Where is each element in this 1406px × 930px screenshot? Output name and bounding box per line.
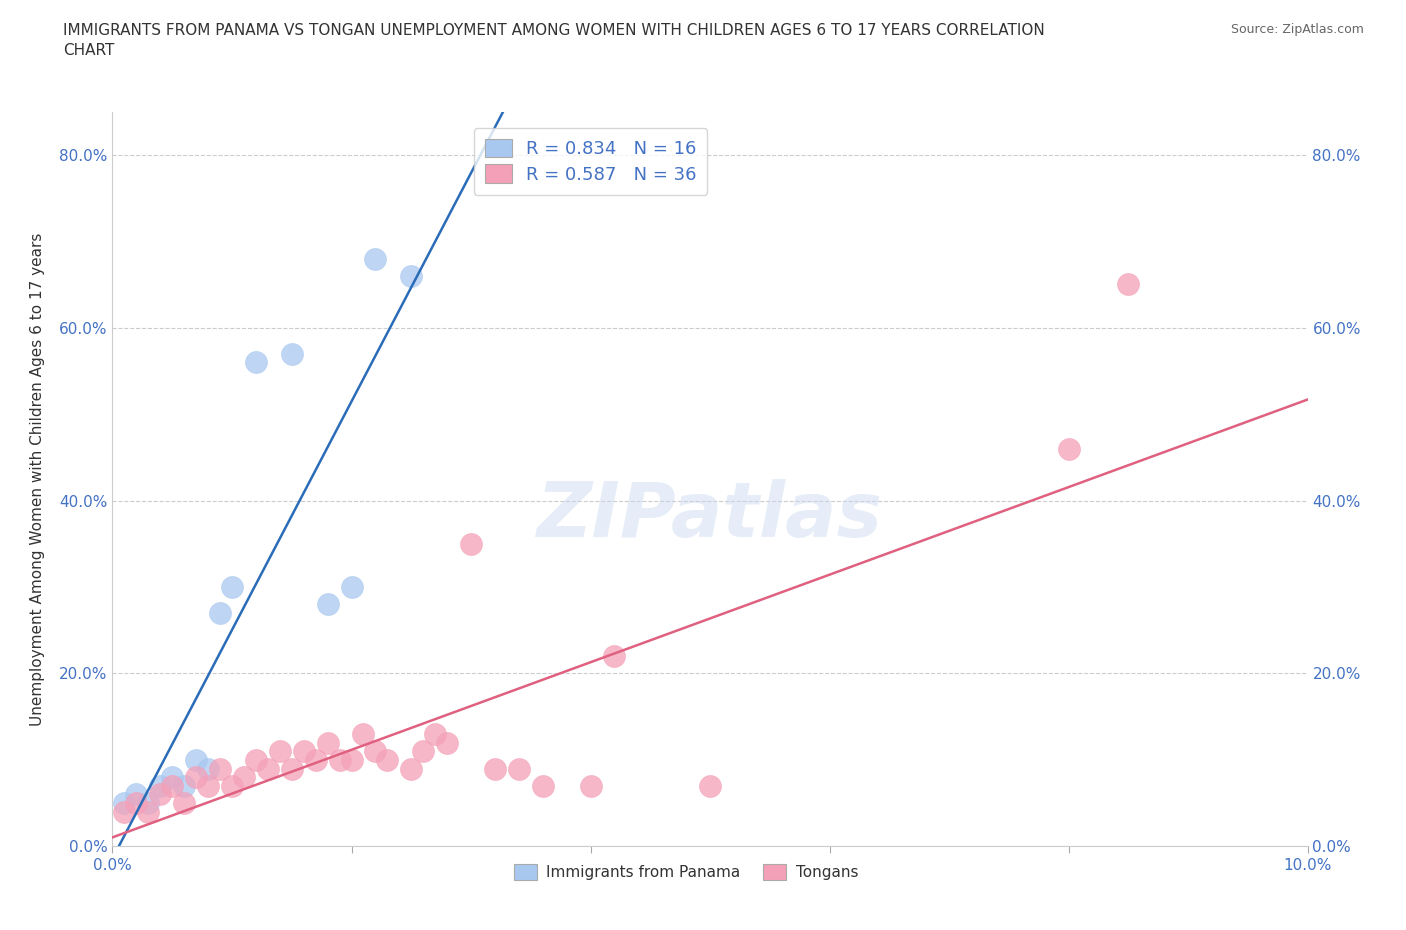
Point (316, 597, 339, 612)
Point (114, 804, 135, 819)
Point (173, 778, 195, 793)
Point (292, 744, 315, 759)
Point (364, 744, 387, 759)
Point (579, 778, 602, 793)
Point (269, 744, 291, 759)
Point (186, 770, 208, 785)
Point (699, 778, 721, 793)
Point (484, 761, 506, 776)
Point (316, 735, 339, 750)
Point (138, 804, 160, 819)
Y-axis label: Unemployment Among Women with Children Ages 6 to 17 years: Unemployment Among Women with Children A… (31, 232, 45, 725)
Point (364, 251, 387, 266)
Point (149, 787, 172, 802)
Text: IMMIGRANTS FROM PANAMA VS TONGAN UNEMPLOYMENT AMONG WOMEN WITH CHILDREN AGES 6 T: IMMIGRANTS FROM PANAMA VS TONGAN UNEMPLO… (63, 23, 1045, 58)
Point (162, 778, 183, 793)
Point (305, 752, 328, 767)
Point (257, 761, 280, 776)
Point (186, 752, 208, 767)
Point (425, 726, 447, 741)
Point (281, 761, 304, 776)
Point (508, 761, 530, 776)
Point (353, 726, 375, 741)
Point (603, 649, 626, 664)
Point (149, 778, 172, 793)
Point (460, 537, 482, 551)
Point (245, 355, 267, 370)
Point (125, 787, 148, 802)
Point (1057, 441, 1080, 456)
Point (125, 796, 148, 811)
Point (233, 770, 256, 785)
Point (401, 269, 423, 284)
Text: Source: ZipAtlas.com: Source: ZipAtlas.com (1230, 23, 1364, 36)
Point (412, 744, 434, 759)
Point (221, 778, 243, 793)
Point (173, 796, 195, 811)
Point (114, 796, 135, 811)
Point (197, 778, 219, 793)
Point (531, 778, 554, 793)
Point (340, 752, 363, 767)
Point (281, 346, 304, 361)
Point (436, 735, 458, 750)
Point (209, 761, 232, 776)
Point (221, 579, 243, 594)
Point (329, 752, 352, 767)
Legend: Immigrants from Panama, Tongans: Immigrants from Panama, Tongans (508, 858, 865, 886)
Point (197, 761, 219, 776)
Point (245, 752, 267, 767)
Point (209, 605, 232, 620)
Point (377, 752, 399, 767)
Point (1118, 277, 1140, 292)
Point (340, 579, 363, 594)
Point (138, 796, 160, 811)
Point (401, 761, 423, 776)
Text: ZIPatlas: ZIPatlas (537, 479, 883, 552)
Point (162, 770, 183, 785)
